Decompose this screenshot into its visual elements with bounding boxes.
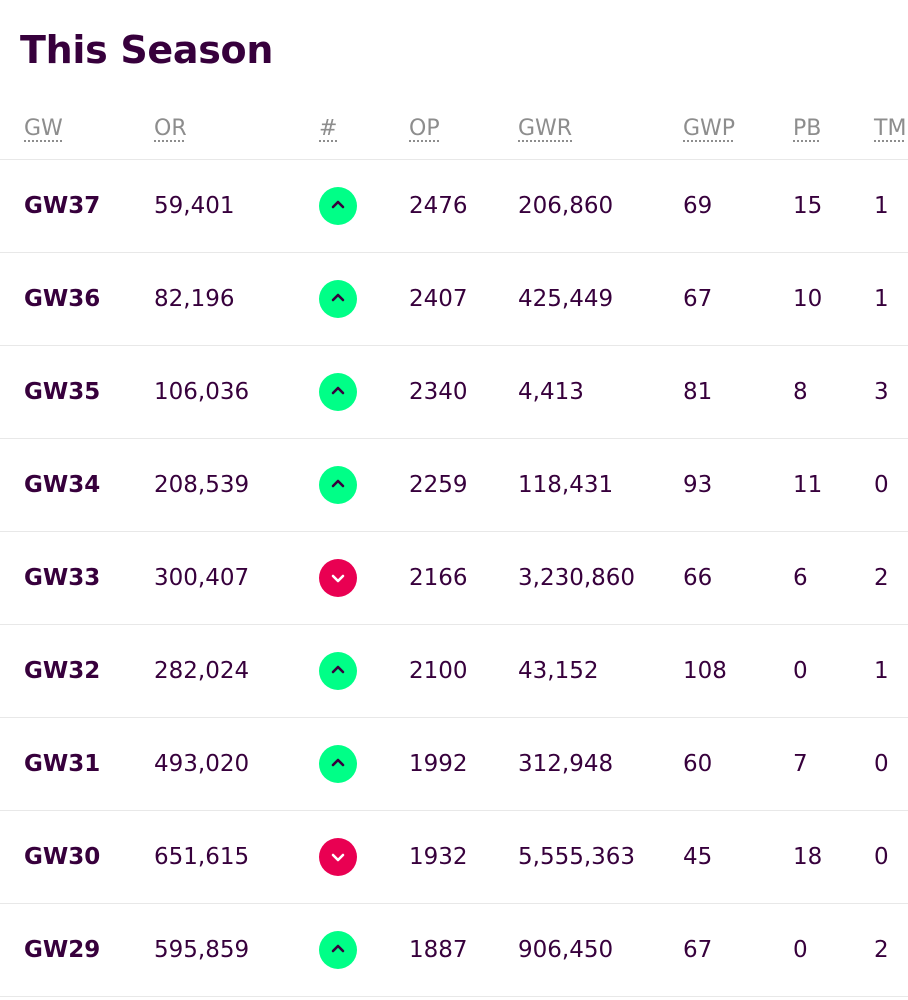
gameweek-rank-cell: 5,555,363 [518,844,636,870]
overall-rank-cell: 82,196 [154,286,235,312]
overall-rank-cell: 493,020 [154,751,250,777]
gameweek-points-cell: 108 [683,658,727,684]
overall-points-cell: 1887 [409,937,468,963]
table-row: GW34 208,539 2259 118,431 93 11 0 [0,439,908,532]
points-on-bench-cell: 18 [793,844,823,870]
transfers-made-cell: 2 [874,565,889,591]
overall-points-cell: 2407 [409,286,468,312]
transfers-made-cell: 0 [874,844,889,870]
chevron-up-icon [319,466,357,504]
points-on-bench-cell: 0 [793,937,808,963]
gameweek-points-cell: 67 [683,286,713,312]
gameweek-rank-cell: 906,450 [518,937,614,963]
overall-rank-cell: 300,407 [154,565,250,591]
column-header-tm[interactable]: TM [874,116,907,141]
points-on-bench-cell: 15 [793,193,823,219]
table-row: GW30 651,615 1932 5,555,363 45 18 0 [0,811,908,904]
transfers-made-cell: 3 [874,379,889,405]
overall-points-cell: 2340 [409,379,468,405]
table-row: GW35 106,036 2340 4,413 81 8 3 [0,346,908,439]
points-on-bench-cell: 6 [793,565,808,591]
points-on-bench-cell: 10 [793,286,823,312]
table-row: GW36 82,196 2407 425,449 67 10 1 [0,253,908,346]
gameweek-cell: GW35 [24,379,101,405]
page-title: This Season [20,28,274,72]
season-history-table: GW OR # OP GWR GWP PB TM GW37 59,401 2476 2… [0,106,908,997]
column-header-op[interactable]: OP [409,116,440,141]
overall-points-cell: 2259 [409,472,468,498]
gameweek-cell: GW36 [24,286,101,312]
points-on-bench-cell: 11 [793,472,823,498]
chevron-down-icon [319,838,357,876]
gameweek-points-cell: 45 [683,844,713,870]
column-header-gwr[interactable]: GWR [518,116,573,141]
gameweek-cell: GW29 [24,937,101,963]
transfers-made-cell: 0 [874,751,889,777]
gameweek-points-cell: 93 [683,472,713,498]
chevron-up-icon [319,280,357,318]
gameweek-points-cell: 67 [683,937,713,963]
chevron-up-icon [319,187,357,225]
gameweek-cell: GW34 [24,472,101,498]
table-row: GW31 493,020 1992 312,948 60 7 0 [0,718,908,811]
gameweek-cell: GW33 [24,565,101,591]
gameweek-rank-cell: 43,152 [518,658,599,684]
chevron-up-icon [319,745,357,783]
gameweek-rank-cell: 206,860 [518,193,614,219]
overall-rank-cell: 651,615 [154,844,250,870]
gameweek-rank-cell: 118,431 [518,472,614,498]
gameweek-points-cell: 69 [683,193,713,219]
table-row: GW32 282,024 2100 43,152 108 0 1 [0,625,908,718]
gameweek-points-cell: 81 [683,379,713,405]
overall-points-cell: 2476 [409,193,468,219]
chevron-up-icon [319,931,357,969]
table-row: GW37 59,401 2476 206,860 69 15 1 [0,160,908,253]
table-body: GW37 59,401 2476 206,860 69 15 1 GW36 82,196 2407… [0,160,908,997]
gameweek-cell: GW31 [24,751,101,777]
overall-rank-cell: 106,036 [154,379,250,405]
gameweek-rank-cell: 312,948 [518,751,614,777]
overall-rank-cell: 595,859 [154,937,250,963]
gameweek-cell: GW37 [24,193,101,219]
gameweek-rank-cell: 4,413 [518,379,584,405]
transfers-made-cell: 1 [874,658,889,684]
chevron-up-icon [319,652,357,690]
overall-points-cell: 2100 [409,658,468,684]
gameweek-rank-cell: 425,449 [518,286,614,312]
points-on-bench-cell: 0 [793,658,808,684]
transfers-made-cell: 2 [874,937,889,963]
overall-rank-cell: 59,401 [154,193,235,219]
chevron-up-icon [319,373,357,411]
chevron-down-icon [319,559,357,597]
table-row: GW29 595,859 1887 906,450 67 0 2 [0,904,908,997]
overall-rank-cell: 282,024 [154,658,250,684]
table-header: GW OR # OP GWR GWP PB TM [0,106,908,160]
column-header-pb[interactable]: PB [793,116,822,141]
overall-points-cell: 2166 [409,565,468,591]
table-row: GW33 300,407 2166 3,230,860 66 6 2 [0,532,908,625]
gameweek-cell: GW32 [24,658,101,684]
gameweek-rank-cell: 3,230,860 [518,565,636,591]
overall-rank-cell: 208,539 [154,472,250,498]
column-header-gwp[interactable]: GWP [683,116,736,141]
column-header-or[interactable]: OR [154,116,187,141]
overall-points-cell: 1932 [409,844,468,870]
points-on-bench-cell: 8 [793,379,808,405]
transfers-made-cell: 0 [874,472,889,498]
column-header-movement[interactable]: # [319,116,338,141]
transfers-made-cell: 1 [874,286,889,312]
column-header-gw[interactable]: GW [24,116,63,141]
gameweek-cell: GW30 [24,844,101,870]
gameweek-points-cell: 60 [683,751,713,777]
gameweek-points-cell: 66 [683,565,713,591]
transfers-made-cell: 1 [874,193,889,219]
overall-points-cell: 1992 [409,751,468,777]
points-on-bench-cell: 7 [793,751,808,777]
